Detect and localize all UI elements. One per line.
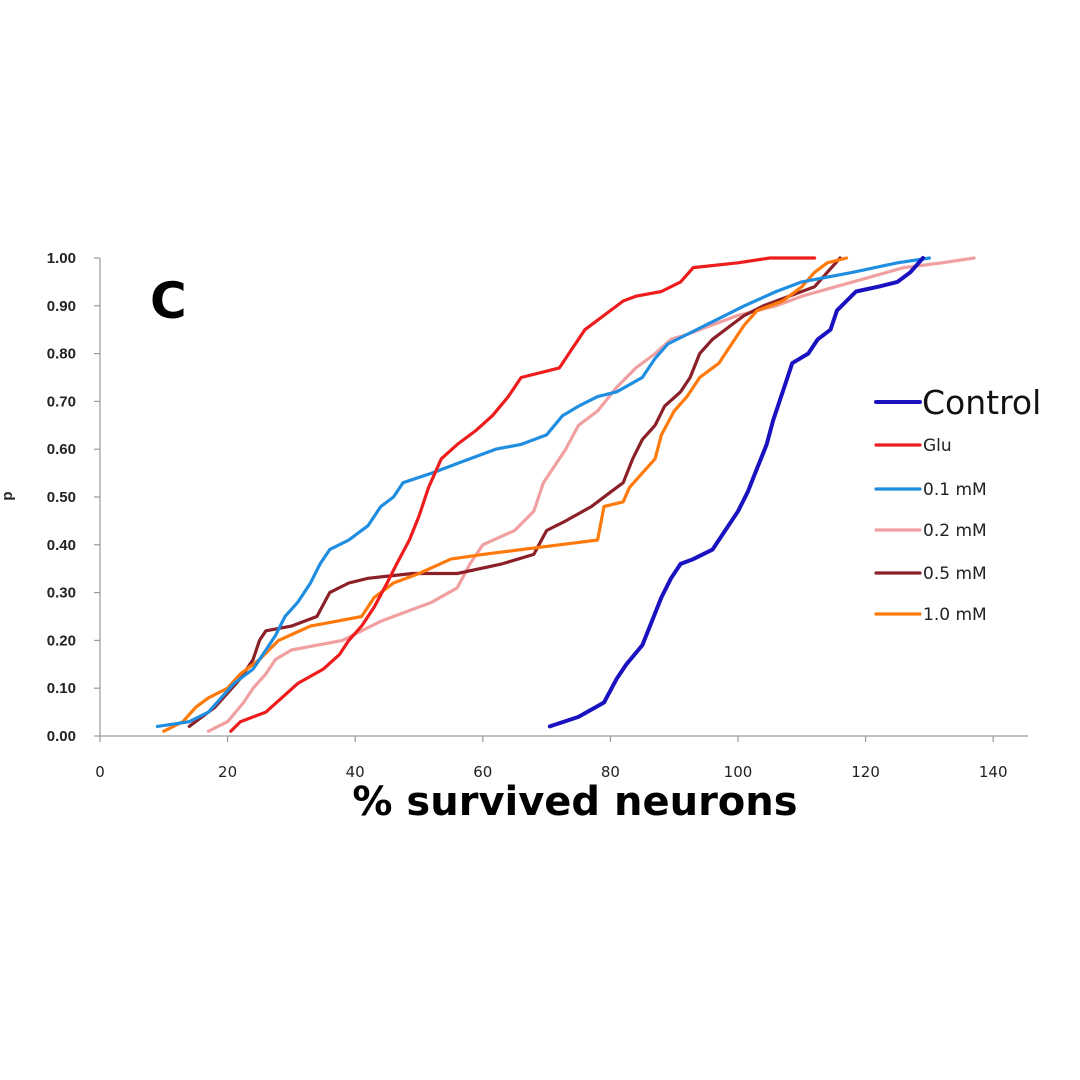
- axes: 0.00 0.10 0.20 0.30 0.40 0.50 0.60 0.70 0.80 0.90…: [47, 250, 1028, 781]
- legend-label-0-5-mm: 0.5 mM: [923, 564, 987, 584]
- series-layer: [155, 256, 976, 733]
- series-line-glu: [229, 256, 817, 733]
- x-axis-label: % survived neurons: [352, 779, 797, 825]
- y-tick-label: 0.80: [47, 346, 76, 363]
- y-tick-label: 1.00: [47, 250, 76, 267]
- x-tick-label: 100: [724, 763, 753, 781]
- legend-label-0-2-mm: 0.2 mM: [923, 521, 987, 541]
- y-axis-label: p: [0, 491, 16, 500]
- y-tick-label: 0.60: [47, 441, 76, 458]
- legend-label-control: Control: [922, 383, 1041, 422]
- x-tick-label: 0: [95, 763, 105, 781]
- series-line-0-1-mm: [155, 256, 931, 728]
- legend: Control Glu 0.1 mM 0.2 mM 0.5 mM 1.0 mM: [874, 383, 1041, 625]
- y-tick-label: 0.00: [47, 728, 76, 745]
- x-tick-label: 140: [979, 763, 1008, 781]
- y-tick-label: 0.10: [47, 680, 76, 697]
- x-tick-label: 40: [346, 763, 365, 781]
- y-tick-label: 0.20: [47, 632, 76, 649]
- y-tick-label: 0.70: [47, 393, 76, 410]
- y-tick-label: 0.90: [47, 298, 76, 315]
- panel-label: C: [150, 272, 187, 330]
- series-line-0-5-mm: [187, 256, 842, 728]
- x-tick-label: 80: [601, 763, 620, 781]
- legend-label-glu: Glu: [923, 436, 952, 456]
- legend-label-1-0-mm: 1.0 mM: [923, 605, 987, 625]
- y-tick-label: 0.50: [47, 489, 76, 506]
- y-tick-label: 0.30: [47, 585, 76, 602]
- legend-label-0-1-mm: 0.1 mM: [923, 480, 987, 500]
- series-line-control: [547, 256, 925, 729]
- x-tick-label: 120: [851, 763, 880, 781]
- x-tick-label: 60: [473, 763, 492, 781]
- y-tick-label: 0.40: [47, 537, 76, 554]
- x-tick-label: 20: [218, 763, 237, 781]
